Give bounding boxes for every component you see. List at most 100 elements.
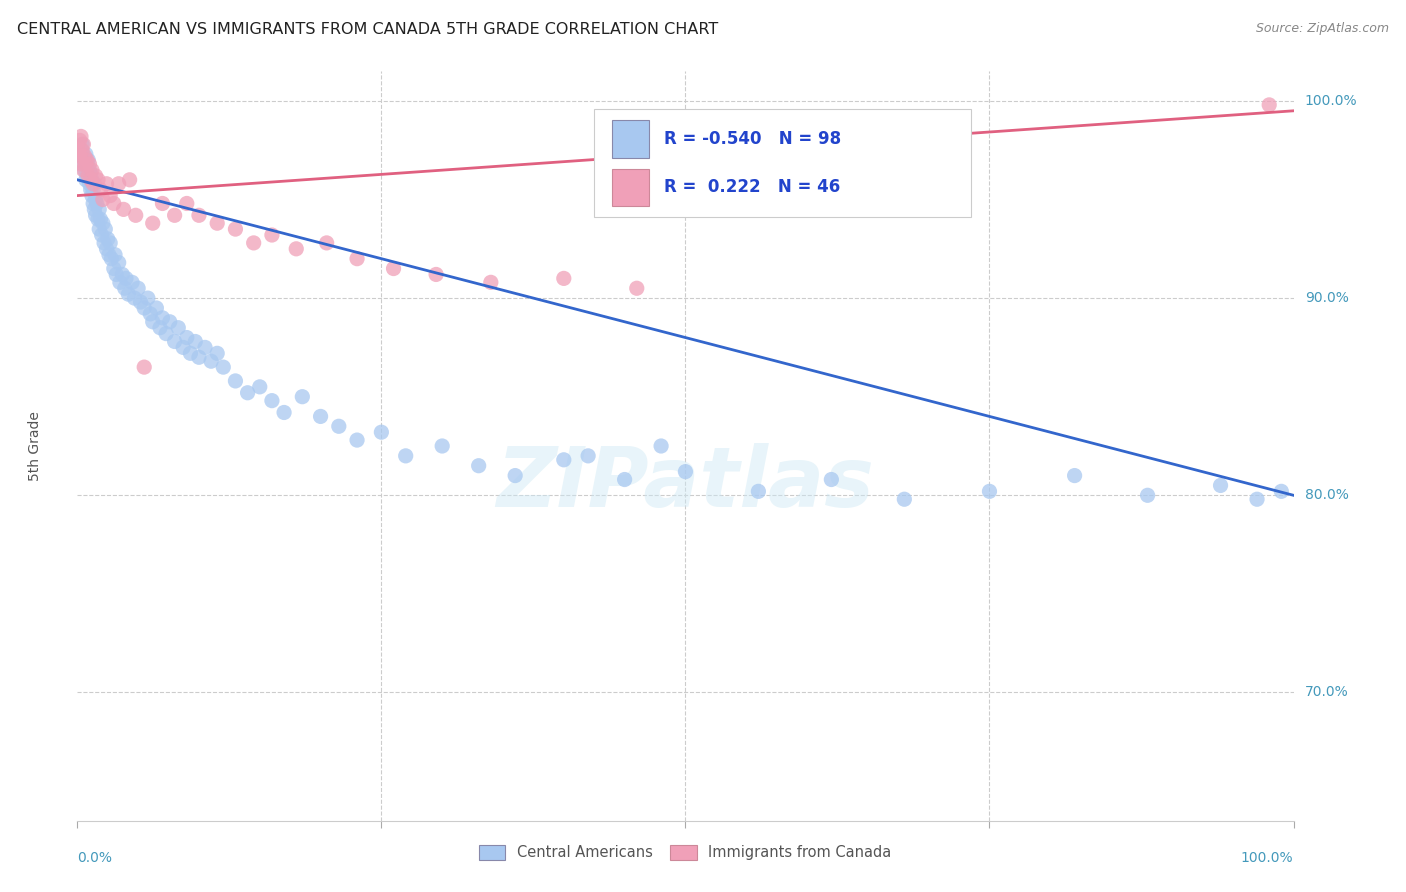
Point bbox=[118, 173, 141, 187]
Point bbox=[155, 326, 177, 341]
Text: R =  0.222   N = 46: R = 0.222 N = 46 bbox=[664, 178, 839, 196]
Text: 100.0%: 100.0% bbox=[1241, 851, 1294, 864]
Point bbox=[124, 291, 146, 305]
Point bbox=[77, 169, 100, 183]
Point bbox=[260, 393, 283, 408]
Point bbox=[87, 212, 110, 227]
Point bbox=[205, 346, 228, 360]
Point bbox=[127, 281, 149, 295]
Point bbox=[76, 169, 98, 183]
Point bbox=[98, 188, 121, 202]
Point bbox=[70, 157, 93, 171]
Point bbox=[82, 177, 104, 191]
Point bbox=[75, 147, 97, 161]
Point bbox=[84, 208, 107, 222]
Point bbox=[114, 281, 136, 295]
Text: 100.0%: 100.0% bbox=[1305, 94, 1357, 108]
Point bbox=[430, 439, 453, 453]
Text: Source: ZipAtlas.com: Source: ZipAtlas.com bbox=[1256, 22, 1389, 36]
Point bbox=[328, 419, 350, 434]
Point bbox=[139, 307, 162, 321]
Point bbox=[115, 271, 138, 285]
Point bbox=[979, 484, 1001, 499]
Point bbox=[96, 177, 118, 191]
Point bbox=[80, 163, 103, 178]
Point bbox=[89, 202, 111, 217]
Point bbox=[1209, 478, 1232, 492]
Point bbox=[72, 137, 94, 152]
Point bbox=[79, 157, 101, 171]
Point bbox=[70, 137, 93, 152]
Point bbox=[107, 177, 129, 191]
Point bbox=[108, 276, 131, 290]
Point bbox=[152, 196, 174, 211]
Point bbox=[194, 340, 217, 354]
Point bbox=[893, 492, 915, 507]
Point bbox=[69, 133, 91, 147]
Point bbox=[142, 216, 165, 230]
Point bbox=[107, 255, 129, 269]
Point bbox=[75, 157, 97, 171]
Point bbox=[91, 216, 114, 230]
Point bbox=[87, 173, 110, 187]
Point bbox=[188, 208, 211, 222]
Point bbox=[121, 276, 143, 290]
Point bbox=[86, 196, 108, 211]
Point bbox=[79, 163, 101, 178]
Point bbox=[83, 202, 105, 217]
Bar bbox=[613, 120, 650, 158]
Point bbox=[309, 409, 332, 424]
Point bbox=[650, 439, 672, 453]
Text: 5th Grade: 5th Grade bbox=[28, 411, 42, 481]
Point bbox=[77, 153, 100, 167]
Point bbox=[145, 301, 167, 315]
Text: 90.0%: 90.0% bbox=[1305, 291, 1348, 305]
Point bbox=[747, 484, 769, 499]
Point bbox=[125, 208, 148, 222]
Point bbox=[104, 248, 127, 262]
Point bbox=[100, 252, 122, 266]
Point bbox=[179, 346, 201, 360]
Point bbox=[75, 173, 97, 187]
Point bbox=[73, 163, 96, 178]
Point bbox=[117, 287, 139, 301]
Point bbox=[205, 216, 228, 230]
Point bbox=[89, 222, 111, 236]
Point bbox=[163, 334, 186, 349]
Point bbox=[105, 268, 128, 282]
Point bbox=[172, 340, 194, 354]
Point bbox=[467, 458, 489, 473]
Point bbox=[291, 390, 314, 404]
Text: ZIPatlas: ZIPatlas bbox=[496, 443, 875, 524]
Point bbox=[134, 301, 156, 315]
Point bbox=[315, 235, 337, 250]
Point bbox=[67, 143, 90, 157]
Point bbox=[72, 163, 94, 178]
Point bbox=[79, 177, 101, 191]
Point bbox=[176, 196, 198, 211]
Text: CENTRAL AMERICAN VS IMMIGRANTS FROM CANADA 5TH GRADE CORRELATION CHART: CENTRAL AMERICAN VS IMMIGRANTS FROM CANA… bbox=[17, 22, 718, 37]
Point bbox=[675, 465, 697, 479]
Point bbox=[1258, 98, 1281, 112]
Point bbox=[553, 271, 575, 285]
Point bbox=[370, 425, 392, 440]
Point bbox=[84, 193, 107, 207]
Point bbox=[73, 149, 96, 163]
Point bbox=[425, 268, 447, 282]
Point bbox=[176, 330, 198, 344]
Point bbox=[224, 374, 246, 388]
Point bbox=[103, 261, 125, 276]
Point bbox=[96, 242, 118, 256]
Point bbox=[89, 183, 111, 197]
Point bbox=[285, 242, 308, 256]
Point bbox=[249, 380, 271, 394]
Text: 70.0%: 70.0% bbox=[1305, 685, 1348, 699]
Point bbox=[167, 320, 190, 334]
Text: 80.0%: 80.0% bbox=[1305, 488, 1348, 502]
Point bbox=[111, 268, 134, 282]
Text: R = -0.540   N = 98: R = -0.540 N = 98 bbox=[664, 130, 841, 148]
Point bbox=[84, 169, 107, 183]
Point bbox=[395, 449, 418, 463]
Point bbox=[93, 235, 115, 250]
Point bbox=[80, 173, 103, 187]
